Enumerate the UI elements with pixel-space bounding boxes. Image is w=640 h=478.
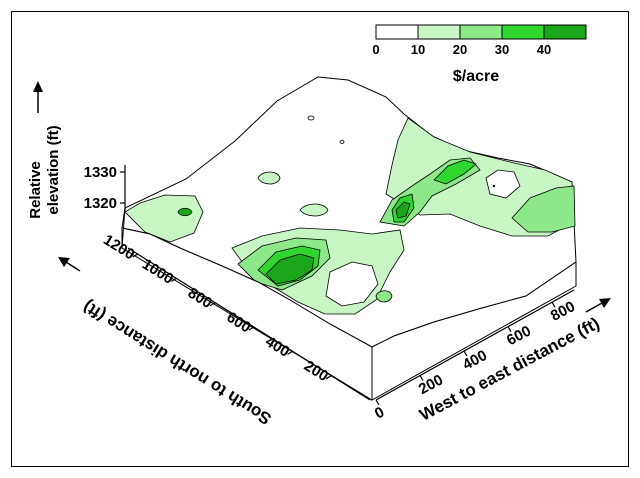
legend-swatch (543, 24, 587, 40)
y-tick (132, 253, 138, 258)
z-arrow-head (33, 81, 43, 92)
legend-swatch (459, 24, 503, 40)
y-tick (171, 277, 177, 282)
legend-ticks: 0 10 20 30 40 (372, 42, 551, 57)
y-arrow-line (65, 261, 81, 272)
box-side-west (371, 261, 577, 401)
y-tick (287, 350, 293, 355)
legend-boxes (375, 24, 587, 40)
y-axis-line (127, 247, 371, 401)
z-axis-label: Relative (27, 161, 44, 219)
contour-zone (265, 253, 315, 285)
x-tick (551, 301, 556, 308)
contour-zone (325, 261, 379, 307)
contour-zone (492, 184, 496, 188)
contour-zone (433, 159, 477, 185)
legend-title: $/acre (453, 68, 499, 85)
legend-tick-label: 10 (411, 42, 425, 57)
legend-tick-label: 0 (372, 42, 379, 57)
x-tick (375, 399, 380, 406)
x-tick (419, 375, 424, 381)
y-tick (248, 326, 255, 331)
contour-zone (339, 140, 345, 144)
x-tick (507, 326, 512, 332)
contour-zone (307, 115, 315, 121)
z-axis-label: elevation (ft) (45, 125, 62, 214)
contour-zone (177, 207, 193, 217)
contour-zone (375, 290, 393, 303)
y-arrow-head (58, 257, 70, 267)
x-axis-line (375, 289, 575, 401)
legend-tick-label: 20 (453, 42, 467, 57)
contour-zone (485, 169, 521, 199)
legend-swatch (417, 24, 461, 40)
x-tick-label: 0 (372, 404, 387, 423)
x-tick (463, 350, 468, 357)
contour-zone (395, 201, 411, 219)
legend-tick-label: 40 (537, 42, 551, 57)
legend-swatch (375, 24, 419, 40)
x-arrow-head (599, 298, 611, 308)
y-tick (325, 375, 332, 380)
z-tick-label: 1330 (84, 164, 117, 181)
legend-tick-label: 30 (495, 42, 509, 57)
contour-zone (299, 203, 329, 217)
z-tick-label: 1320 (84, 195, 117, 212)
y-tick (209, 302, 216, 307)
x-arrow-line (585, 302, 603, 313)
box-edge (121, 207, 126, 249)
legend: 0 10 20 30 40 $/acre (372, 24, 587, 85)
contour-zone (511, 185, 576, 233)
legend-swatch (501, 24, 545, 40)
z-axis: 1330 1320 Relative elevation (ft) (27, 81, 126, 219)
surface-layer (121, 76, 577, 348)
contour-zone (257, 171, 281, 185)
